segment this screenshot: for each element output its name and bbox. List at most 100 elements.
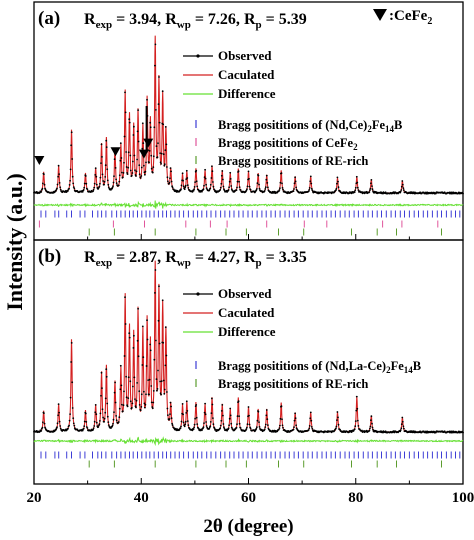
- observed-point: [191, 429, 194, 432]
- series-legend: Observed Caculated Difference: [183, 286, 276, 339]
- observed-point: [294, 417, 297, 420]
- observed-point: [214, 190, 217, 192]
- observed-point: [256, 182, 259, 185]
- observed-point: [115, 419, 118, 422]
- observed-point: [205, 187, 208, 190]
- observed-point: [119, 364, 122, 367]
- panel-label: (a): [38, 8, 60, 29]
- observed-point: [123, 390, 125, 393]
- observed-point: [279, 417, 282, 420]
- observed-point: [223, 427, 226, 430]
- observed-point: [57, 414, 59, 417]
- observed-point: [280, 172, 283, 175]
- observed-point: [237, 400, 240, 402]
- observed-point: [41, 187, 44, 190]
- bragg-legend-label: Bragg posititions of CeFe2: [218, 136, 358, 152]
- observed-point: [209, 183, 212, 186]
- observed-point: [295, 424, 297, 427]
- observed-point: [293, 419, 296, 422]
- observed-point: [101, 408, 104, 411]
- observed-point: [235, 426, 238, 429]
- observed-point: [266, 182, 269, 184]
- observed-point: [170, 405, 173, 408]
- observed-point: [40, 430, 43, 432]
- observed-point: [121, 171, 123, 174]
- observed-point: [93, 425, 96, 427]
- observed-point: [162, 379, 165, 382]
- observed-point: [256, 188, 258, 190]
- observed-point: [308, 189, 311, 191]
- observed-point: [258, 421, 260, 423]
- observed-point: [401, 416, 404, 419]
- observed-point: [142, 356, 145, 359]
- observed-point: [292, 428, 295, 431]
- observed-point: [125, 151, 127, 153]
- observed-point: [140, 175, 143, 177]
- observed-point: [255, 427, 258, 430]
- observed-point: [156, 388, 159, 390]
- observed-point: [149, 349, 152, 352]
- observed-point: [228, 180, 231, 183]
- observed-point: [137, 109, 140, 111]
- observed-point: [278, 189, 281, 191]
- observed-point: [162, 123, 165, 126]
- observed-point: [122, 404, 125, 407]
- observed-point: [115, 415, 117, 417]
- observed-point: [278, 427, 281, 429]
- bragg-legend-label: Bragg posititions of RE-rich: [218, 377, 368, 391]
- observed-point: [135, 399, 138, 402]
- observed-point: [403, 427, 405, 430]
- observed-point: [267, 186, 269, 189]
- observed-point: [295, 186, 297, 189]
- observed-point: [164, 364, 167, 367]
- observed-point: [67, 427, 69, 430]
- series-legend: Observed Caculated Difference: [183, 48, 276, 101]
- observed-point: [209, 187, 212, 190]
- observed-point: [145, 365, 148, 367]
- observed-point: [145, 393, 147, 396]
- observed-point: [84, 175, 87, 177]
- observed-point: [158, 121, 161, 124]
- observed-point: [157, 369, 159, 372]
- observed-point: [369, 189, 371, 192]
- observed-point: [354, 189, 357, 192]
- legend-item-label: Difference: [218, 324, 276, 339]
- observed-point: [57, 403, 60, 405]
- observed-point: [138, 404, 141, 406]
- observed-point: [246, 423, 249, 426]
- observed-point: [400, 427, 403, 430]
- observed-point: [101, 156, 103, 158]
- observed-point: [126, 173, 129, 176]
- observed-point: [95, 413, 98, 416]
- observed-point: [129, 169, 132, 172]
- panel-a: (a) Rexp = 3.94, Rwp = 7.26, Rp = 5.39:Ce…: [33, 1, 464, 241]
- observed-point: [214, 428, 217, 431]
- observed-point: [164, 326, 167, 329]
- observed-point: [170, 170, 173, 173]
- observed-point: [239, 427, 242, 429]
- observed-point: [158, 342, 161, 345]
- observed-point: [370, 415, 373, 418]
- observed-point: [93, 420, 96, 423]
- observed-point: [86, 188, 89, 191]
- observed-point: [361, 429, 363, 432]
- observed-point: [171, 424, 174, 427]
- observed-point: [101, 387, 103, 389]
- observed-point: [209, 425, 212, 428]
- observed-point: [220, 174, 223, 177]
- observed-point: [355, 395, 358, 398]
- observed-point: [162, 341, 165, 344]
- observed-point: [310, 182, 313, 185]
- observed-point: [265, 409, 268, 411]
- observed-point: [119, 142, 122, 145]
- observed-point: [151, 407, 154, 410]
- observed-point: [230, 426, 233, 429]
- observed-point: [137, 355, 140, 358]
- observed-point: [115, 182, 118, 185]
- observed-point: [59, 186, 62, 189]
- observed-point: [94, 174, 97, 176]
- observed-point: [104, 164, 107, 167]
- observed-point: [43, 422, 46, 425]
- observed-point: [228, 186, 231, 189]
- observed-point: [98, 185, 101, 188]
